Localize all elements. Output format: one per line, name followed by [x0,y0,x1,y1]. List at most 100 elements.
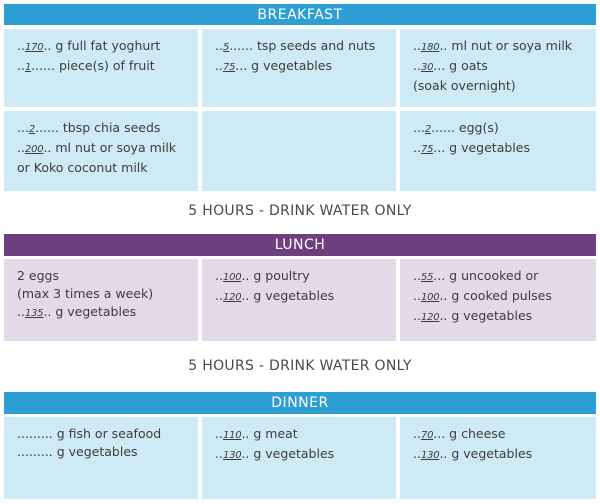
portion-line: ..130.. g vegetables [413,445,586,465]
portion-text: ... g vegetables [235,58,332,73]
portion-line: ..120.. g vegetables [413,307,586,327]
portion-text: .. g cooked pulses [439,288,552,303]
portion-amount: 75 [222,62,236,73]
breakfast-header: BREAKFAST [4,4,596,25]
portion-line: ...2...... egg(s) [413,119,586,139]
dinner-header: DINNER [4,392,596,414]
breakfast-cell: ..180.. ml nut or soya milk ..30... g oat… [400,29,596,107]
portion-line: ..30... g oats [413,57,586,77]
dinner-cell: ......... g fish or seafood ......... g v… [4,417,198,499]
portion-dots: .. [413,426,421,441]
portion-dots: .. [17,140,25,155]
portion-text: .. g poultry [241,268,310,283]
portion-text: (max 3 times a week) [17,286,154,301]
breakfast-cell: ...2...... tbsp chia seeds ..200.. ml nut… [4,111,198,191]
portion-dots: .. [17,38,25,53]
portion-dots: .. [17,304,25,319]
portion-line: ..110.. g meat [215,425,386,445]
portion-line: ..1...... piece(s) of fruit [17,57,188,77]
portion-dots: .. [215,268,223,283]
portion-line: (max 3 times a week) [17,285,188,303]
portion-amount: 130 [420,450,440,461]
portion-line: ..200.. ml nut or soya milk [17,139,188,159]
dinner-cell: ..110.. g meat .. 130.. g vegetables [202,417,396,499]
portion-dots: .. [215,288,223,303]
lunch-cell: 2 eggs (max 3 times a week) ..135.. g vege… [4,259,198,341]
lunch-header: LUNCH [4,234,596,256]
lunch-title: LUNCH [274,237,326,253]
dinner-grid: ......... g fish or seafood ......... g v… [4,417,596,499]
portion-line: 2 eggs [17,267,188,285]
dinner-cell: ..70... g cheese ..130.. g vegetables [400,417,596,499]
portion-text: 2 eggs [17,268,59,283]
portion-text: ...... egg(s) [431,120,499,135]
lunch-cell: ..55... g uncooked or .. 100.. g cooked pu… [400,259,596,341]
portion-line: ..170.. g full fat yoghurt [17,37,188,57]
portion-line: ..5...... tsp seeds and nuts [215,37,386,57]
portion-text: ......... g vegetables [17,444,138,459]
portion-text: ...... tsp seeds and nuts [229,38,376,53]
portion-text: .. g full fat yoghurt [43,38,161,53]
portion-amount: 180 [420,42,440,53]
portion-dots: .. [413,446,421,461]
portion-line: ......... g fish or seafood [17,425,188,443]
portion-amount: 170 [24,42,44,53]
portion-amount: 55 [420,272,434,283]
breakfast-cell: ..5...... tsp seeds and nuts ..75... g ve… [202,29,396,107]
portion-text: ... g cheese [433,426,506,441]
portion-text: or Koko coconut milk [17,160,148,175]
portion-dots: .. [413,268,421,283]
portion-line: ..120.. g vegetables [215,287,386,307]
portion-amount: 5 [222,42,230,53]
portion-text: .. ml nut or soya milk [43,140,177,155]
portion-amount: 2 [28,124,36,135]
portion-text: ...... piece(s) of fruit [31,58,155,73]
portion-dots: ... [413,120,425,135]
water-note-1: 5 HOURS - DRINK WATER ONLY [188,203,412,219]
dinner-title: DINNER [271,395,329,411]
lunch-cell: ..100.. g poultry ..120.. g vegetables [202,259,396,341]
portion-dots: .. [17,58,25,73]
portion-line: ..180.. ml nut or soya milk [413,37,586,57]
portion-amount: 30 [420,62,434,73]
portion-text: ......... g fish or seafood [17,426,162,441]
portion-line: ..70... g cheese [413,425,586,445]
portion-text: .. g vegetables [439,446,533,461]
portion-dots: .. [413,308,421,323]
portion-amount: 100 [222,272,242,283]
portion-amount: 70 [420,430,434,441]
portion-line: ...2...... tbsp chia seeds [17,119,188,139]
portion-amount: 120 [420,312,440,323]
portion-dots: .. [413,58,421,73]
portion-dots: .. [215,58,223,73]
portion-amount: 130 [222,450,242,461]
portion-amount: 2 [424,124,432,135]
breakfast-title: BREAKFAST [257,6,343,23]
portion-line: ..100.. g poultry [215,267,386,287]
portion-line: ..55... g uncooked or [413,267,586,287]
portion-dots: .. [413,140,421,155]
portion-dots: .. [215,426,223,441]
portion-text: (soak overnight) [413,78,516,93]
breakfast-grid: ..170.. g full fat yoghurt ..1...... piec… [4,29,596,191]
portion-text: ...... tbsp chia seeds [35,120,161,135]
portion-amount: 1 [24,62,32,73]
portion-amount: 110 [222,430,242,441]
portion-text: .. g vegetables [241,288,335,303]
portion-amount: 135 [24,308,44,319]
breakfast-cell: ...2...... egg(s) ..75... g vegetables [400,111,596,191]
portion-text: .. g vegetables [439,308,533,323]
breakfast-cell: ..170.. g full fat yoghurt ..1...... piec… [4,29,198,107]
breakfast-cell [202,111,396,191]
portion-amount: 100 [420,292,440,303]
portion-amount: 75 [420,144,434,155]
portion-line: ......... g vegetables [17,443,188,461]
portion-amount: 200 [24,144,44,155]
portion-line: ..135.. g vegetables [17,303,188,323]
portion-text: .. g vegetables [241,446,335,461]
portion-text: .. ml nut or soya milk [439,38,573,53]
portion-text: .. g vegetables [43,304,137,319]
portion-dots: .. [413,38,421,53]
portion-line: (soak overnight) [413,77,586,95]
portion-line: ..75... g vegetables [215,57,386,77]
